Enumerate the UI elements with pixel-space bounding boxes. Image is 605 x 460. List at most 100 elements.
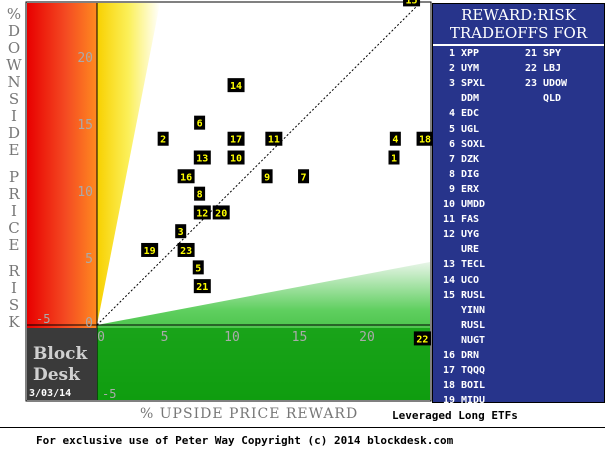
y-tick-label: 15 (77, 118, 93, 133)
legend-item-ticker: NUGT (461, 334, 486, 346)
legend-item-ticker: EDC (461, 108, 480, 120)
legend-item: 12 UYG (433, 229, 479, 240)
legend-item-number: 22 (524, 63, 537, 75)
legend-item: 23 UDOW (515, 78, 567, 89)
data-point-label: 19 (144, 246, 156, 257)
legend-item-ticker: YINN (461, 304, 486, 316)
y-tick-label: 10 (77, 185, 93, 200)
data-point-label: 12 (196, 208, 208, 219)
corner-label-bottom: -5 (102, 387, 116, 401)
legend-item: 14 UCO (433, 275, 479, 286)
legend-item: 1 XPP (433, 48, 479, 59)
legend-item: 17 TQQQ (433, 365, 485, 376)
data-point: 12 (193, 205, 211, 220)
legend-item: NUGT (433, 335, 485, 346)
x-tick-label: 0 (97, 330, 105, 345)
legend-item-ticker: XPP (461, 48, 480, 59)
legend-item: 18 BOIL (433, 380, 485, 391)
data-point-label: 2 (160, 135, 166, 146)
corner-label-left: -5 (36, 312, 50, 326)
x-tick-label: 10 (224, 330, 240, 345)
x-axis-label: % UPSIDE PRICE REWARD (140, 406, 359, 422)
y-label-letter: C (8, 218, 20, 237)
data-point-label: 6 (197, 119, 203, 130)
data-point: 5 (192, 260, 204, 275)
legend-item-number: 13 (442, 259, 455, 271)
y-tick-label: 20 (77, 51, 93, 66)
data-point-label: 23 (180, 246, 192, 257)
y-label-letter: R (8, 262, 20, 280)
y-label-letter: I (11, 279, 17, 297)
data-point-marker (389, 131, 401, 146)
data-point: 21 (193, 279, 211, 294)
data-point: 19 (141, 242, 159, 257)
legend-item-number: 3 (448, 78, 455, 90)
legend-item: DDM (433, 93, 479, 104)
data-point: 10 (227, 150, 245, 165)
footer-divider (0, 427, 605, 428)
legend-item: 2 UYM (433, 63, 479, 74)
legend-panel: REWARD:RISK TRADEOFFS FOR 1 XPP 2 UYM 3 SPXL D… (432, 3, 605, 421)
data-point-label: 20 (215, 208, 227, 219)
legend-item-ticker: QLD (543, 93, 562, 105)
legend-item-ticker: RUSL (461, 319, 486, 331)
data-point-marker (194, 115, 206, 130)
legend-item-number: 19 (442, 395, 455, 407)
data-point-marker (175, 224, 187, 239)
y-label-letter: % (6, 5, 22, 23)
data-point-marker (388, 150, 400, 165)
y-label-letter: O (7, 39, 21, 57)
legend-item-ticker: BOIL (461, 380, 486, 392)
legend-item-ticker: DDM (461, 93, 480, 105)
legend-item-number: 8 (448, 168, 455, 180)
legend-item-ticker: URE (461, 244, 480, 256)
legend-item-ticker: UYM (461, 63, 480, 75)
legend-item-number: 6 (448, 138, 455, 150)
data-point-label: 21 (196, 282, 208, 293)
data-point-marker (193, 205, 211, 220)
data-point-label: 16 (180, 172, 192, 183)
y-axis-label: % D O W N S I D E P R I C E R I S K (2, 6, 26, 331)
legend-item-number: 23 (524, 78, 537, 90)
data-point-label: 4 (392, 135, 398, 146)
data-point-marker (212, 205, 230, 220)
x-tick-label: 5 (161, 330, 169, 345)
legend-item: 15 RUSL (433, 290, 485, 301)
data-point-label: 17 (230, 135, 242, 146)
y-label-letter: E (8, 235, 20, 254)
legend-item-number: 14 (442, 274, 455, 286)
y-label-letter: I (11, 201, 17, 220)
data-point-marker (261, 169, 273, 184)
legend-item-number: 16 (442, 350, 455, 361)
data-point-label: 10 (230, 154, 242, 165)
legend-item: 9 ERX (433, 184, 479, 195)
legend-item-number: 1 (448, 48, 455, 59)
data-point-label: 14 (230, 81, 242, 92)
legend-item-ticker: SPXL (461, 78, 486, 90)
legend-item: 4 EDC (433, 108, 479, 119)
legend-item-number: 15 (442, 289, 455, 301)
y-tick-label: 0 (85, 316, 93, 331)
legend-item: 11 FAS (433, 214, 479, 225)
legend-item-ticker: UDOW (543, 78, 568, 90)
y-tick-label: 5 (85, 252, 93, 267)
y-label-letter: E (8, 141, 20, 159)
data-point-label: 1 (391, 154, 397, 165)
y-label-letter: S (8, 296, 20, 314)
data-point: 2 (157, 131, 169, 146)
data-point: 15 (403, 0, 421, 7)
data-point: 1 (388, 150, 400, 165)
legend-item-ticker: UWM (461, 410, 480, 422)
brand-block: Block Desk 3/03/14 (27, 328, 97, 400)
legend-item-ticker: RUSL (461, 289, 486, 301)
data-point-label: 22 (416, 334, 428, 345)
y-label-letter: S (8, 90, 20, 108)
legend-item-number: 20 (442, 410, 455, 422)
legend-item: 7 DZK (433, 154, 479, 165)
legend-item-number: 7 (448, 153, 455, 165)
data-point-marker (177, 242, 195, 257)
data-point: 8 (194, 186, 206, 201)
data-point-label: 9 (264, 172, 270, 183)
legend-item-number: 5 (448, 123, 455, 135)
bottom-green-band (97, 328, 430, 400)
